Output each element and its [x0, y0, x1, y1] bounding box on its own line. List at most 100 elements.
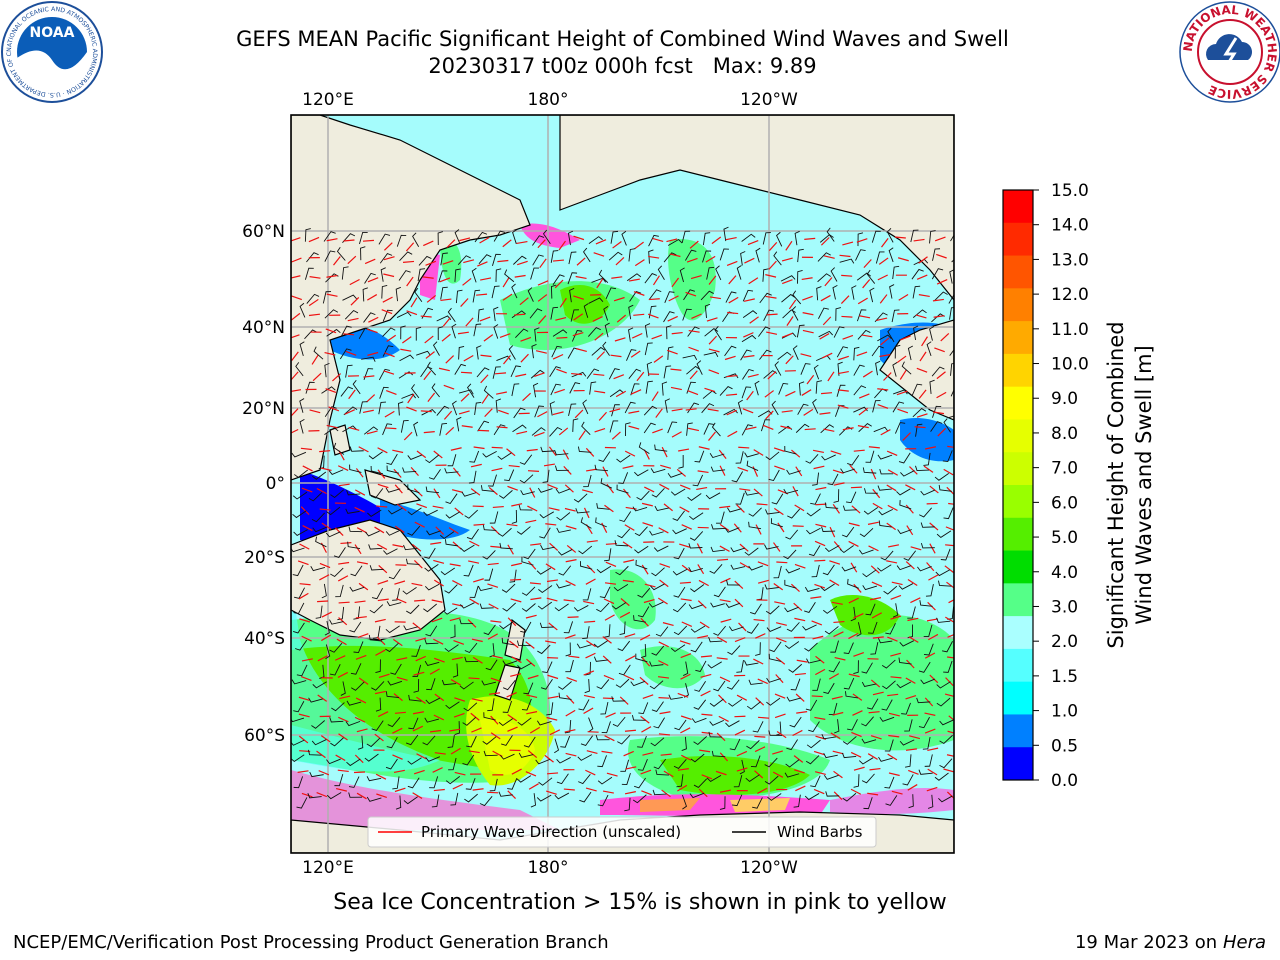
wind-barb — [693, 778, 708, 788]
wave-direction-arrow — [510, 673, 522, 677]
wave-direction-arrow — [698, 788, 708, 798]
wind-barb — [462, 754, 475, 766]
wave-direction-arrow — [671, 277, 680, 288]
wave-direction-arrow — [566, 544, 577, 553]
wave-direction-arrow — [943, 468, 954, 476]
wave-direction-arrow — [886, 450, 898, 457]
wave-direction-arrow — [462, 277, 472, 286]
wave-direction-arrow — [308, 236, 320, 243]
wind-barb — [762, 268, 769, 282]
wind-barb — [407, 454, 423, 460]
wind-barb — [713, 586, 726, 598]
wave-direction-arrow — [929, 485, 939, 494]
wind-barb — [810, 775, 821, 788]
wind-barb — [805, 755, 820, 765]
wave-direction-arrow — [888, 734, 900, 738]
wind-barb — [634, 526, 648, 537]
wind-barb — [427, 361, 436, 376]
wind-barb — [333, 442, 345, 455]
wave-direction-arrow — [655, 408, 663, 418]
wave-direction-arrow — [936, 253, 947, 259]
wind-barb — [523, 548, 536, 560]
wave-direction-arrow — [853, 583, 862, 593]
wind-barb — [768, 730, 783, 736]
wave-direction-arrow — [878, 257, 889, 265]
wind-barb — [579, 561, 593, 570]
wind-barb — [346, 700, 362, 706]
wind-barb — [765, 509, 780, 515]
wind-barb — [687, 326, 700, 337]
wave-direction-arrow — [644, 583, 656, 588]
wave-direction-arrow — [615, 390, 627, 398]
wave-direction-arrow — [484, 408, 493, 418]
wave-direction-arrow — [822, 352, 833, 359]
wave-direction-arrow — [678, 448, 690, 452]
wind-barb — [796, 324, 805, 338]
wind-barb — [554, 792, 570, 800]
wind-barb — [492, 366, 501, 379]
wave-direction-arrow — [896, 390, 908, 396]
wind-barb — [652, 789, 667, 796]
wave-direction-arrow — [438, 367, 450, 372]
wind-barb — [294, 469, 309, 478]
wind-barb — [695, 660, 707, 672]
wind-barb — [527, 287, 534, 302]
wave-direction-arrow — [565, 525, 577, 530]
wave-direction-arrow — [454, 507, 464, 516]
wind-barb — [663, 252, 677, 263]
wind-barb — [686, 365, 700, 375]
wind-barb — [368, 544, 383, 550]
wave-direction-arrow — [785, 390, 796, 397]
wind-barb — [858, 757, 874, 765]
wind-barb — [820, 583, 835, 592]
wave-direction-arrow — [585, 652, 596, 659]
wave-direction-arrow — [606, 772, 618, 777]
wind-barb — [709, 698, 724, 707]
colorbar-swatch — [1003, 255, 1033, 289]
wave-direction-arrow — [641, 564, 649, 575]
wind-barb — [649, 289, 662, 300]
wind-barb — [706, 774, 722, 782]
wave-direction-arrow — [908, 636, 919, 643]
wind-barb — [315, 536, 327, 548]
wave-direction-arrow — [647, 313, 659, 319]
wave-direction-arrow — [707, 408, 719, 412]
wind-barb — [348, 526, 363, 533]
wind-barb — [898, 583, 914, 590]
wind-barb — [713, 625, 726, 636]
wave-direction-arrow — [497, 259, 509, 263]
wind-barb — [596, 503, 610, 510]
wind-barb — [417, 268, 426, 282]
wave-direction-arrow — [928, 574, 939, 581]
wind-barb — [729, 738, 741, 751]
wind-barb — [855, 249, 866, 261]
wind-barb — [856, 622, 862, 637]
wind-barb — [452, 663, 459, 678]
wind-barb — [723, 226, 729, 242]
wave-direction-arrow — [772, 771, 784, 778]
wind-barb — [573, 493, 588, 503]
wind-barb — [637, 587, 651, 598]
wave-direction-arrow — [517, 260, 528, 266]
wind-barb — [598, 451, 611, 463]
wind-barb — [839, 545, 854, 554]
wind-barb — [371, 681, 385, 691]
wave-direction-arrow — [337, 465, 349, 472]
wind-barb — [650, 468, 666, 474]
wind-barb — [436, 405, 450, 416]
wind-barb — [444, 584, 458, 594]
wave-direction-arrow — [449, 617, 461, 622]
wind-barb — [681, 230, 691, 244]
wave-direction-arrow — [802, 295, 813, 301]
wind-barb — [385, 643, 399, 653]
wind-barb — [842, 792, 857, 802]
wind-barb — [550, 250, 559, 263]
wave-direction-arrow — [573, 295, 585, 300]
wave-direction-arrow — [743, 355, 755, 358]
wind-barb — [911, 383, 923, 396]
wave-direction-arrow — [947, 730, 954, 734]
colorbar-swatch — [1003, 190, 1033, 224]
wave-direction-arrow — [915, 314, 927, 319]
wave-direction-arrow — [539, 258, 547, 269]
wind-barb — [431, 383, 440, 398]
